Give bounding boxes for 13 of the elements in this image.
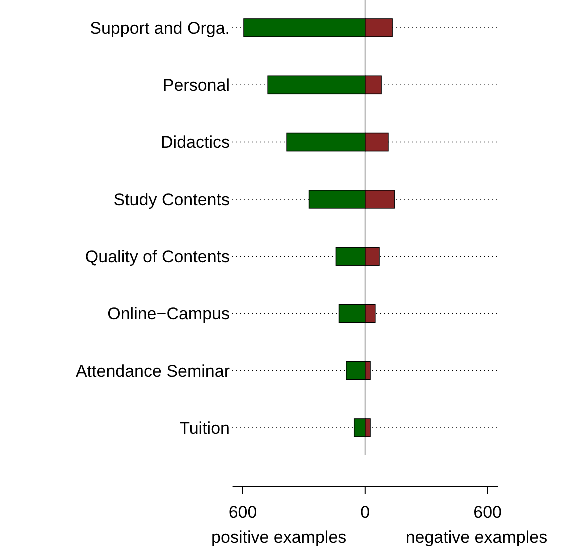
y-tick-label: Quality of Contents [85,248,230,267]
y-tick-label: Didactics [161,133,230,152]
text: positive examples [212,528,347,547]
y-tick-label: Attendance Seminar [76,362,230,381]
y-tick-label: Tuition [180,418,230,438]
x-tick-label: 600 [228,503,258,522]
y-tick-label: Personal [162,76,230,96]
y-tick-label: Study Contents [114,190,230,210]
y-tick-label: Support and Orga. [90,18,230,38]
x-tick-label: 600 [474,503,502,522]
y-tick-label: Online−Campus [108,304,230,324]
text: negative examples [406,528,548,547]
x-tick-label: 0 [360,503,370,522]
